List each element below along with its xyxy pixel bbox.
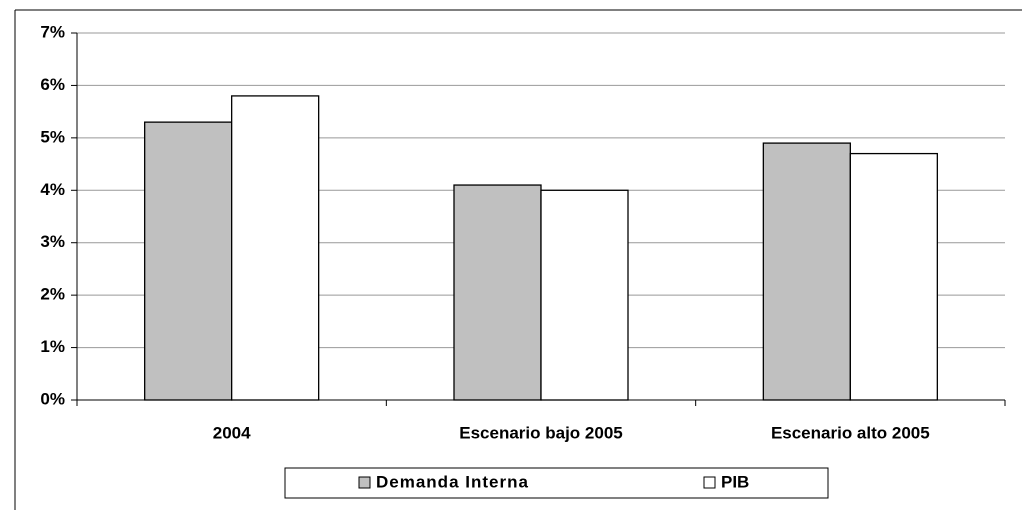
x-tick-label: Escenario alto 2005 (771, 423, 930, 442)
bar (540, 189, 629, 401)
legend-swatch (703, 476, 716, 489)
legend-label: Demanda Interna (376, 472, 529, 491)
y-tick-label: 4% (40, 180, 65, 199)
y-tick-label: 5% (40, 127, 65, 146)
y-tick-label: 2% (40, 285, 65, 304)
bar (453, 184, 542, 401)
x-tick-label: Escenario bajo 2005 (459, 423, 622, 442)
legend-box (284, 467, 829, 499)
legend-swatch (358, 476, 371, 489)
x-tick-label: 2004 (213, 423, 251, 442)
y-tick-label: 3% (40, 232, 65, 251)
bar (231, 95, 320, 401)
y-tick-label: 0% (40, 389, 65, 408)
bar (762, 142, 851, 401)
y-tick-label: 7% (40, 22, 65, 41)
y-tick-label: 1% (40, 337, 65, 356)
legend-label: PIB (721, 472, 749, 491)
bar (144, 121, 233, 401)
bar (849, 152, 938, 401)
y-tick-label: 6% (40, 75, 65, 94)
